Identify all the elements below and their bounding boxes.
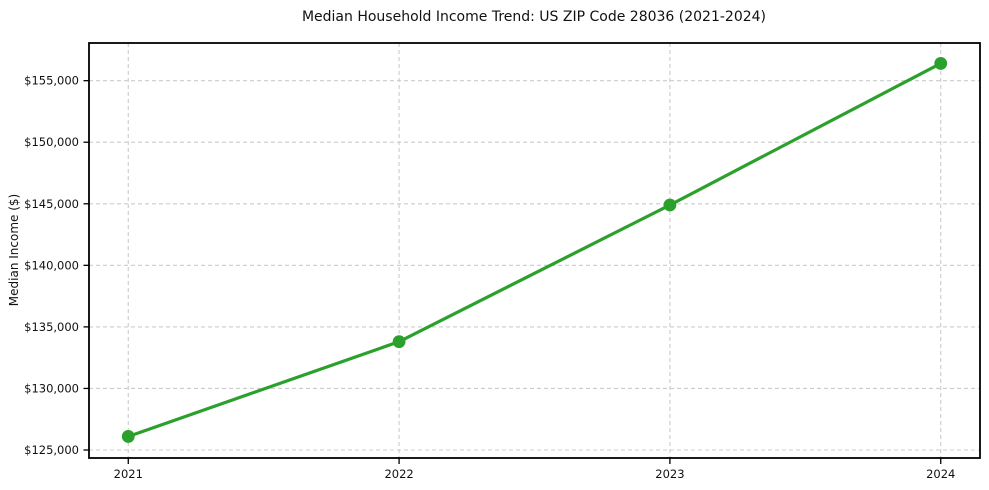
y-tick-label: $150,000 xyxy=(24,135,79,149)
data-point-2023 xyxy=(663,198,677,212)
x-tick-label: 2021 xyxy=(114,467,143,481)
y-tick-label: $145,000 xyxy=(24,197,79,211)
trend-line xyxy=(126,61,943,439)
data-point-2022 xyxy=(392,335,406,349)
data-point-2024 xyxy=(934,57,948,70)
y-axis-label: Median Income ($) xyxy=(7,194,21,306)
x-tick-label: 2023 xyxy=(655,467,684,481)
x-tick-label: 2024 xyxy=(926,467,955,481)
gridlines xyxy=(89,43,980,458)
y-tick-label: $135,000 xyxy=(24,320,79,334)
data-series xyxy=(121,57,948,443)
y-tick-label: $130,000 xyxy=(24,381,79,395)
axis-ticks: $125,000 $130,000 $135,000 $140,000 $145,000… xyxy=(24,74,955,481)
y-tick-label: $155,000 xyxy=(24,74,79,88)
data-point-2021 xyxy=(121,430,135,443)
y-tick-label: $140,000 xyxy=(24,258,79,272)
plot-border xyxy=(88,42,981,459)
x-tick-label: 2022 xyxy=(384,467,413,481)
chart-title: Median Household Income Trend: US ZIP Co… xyxy=(302,9,766,25)
y-tick-label: $125,000 xyxy=(24,443,79,457)
